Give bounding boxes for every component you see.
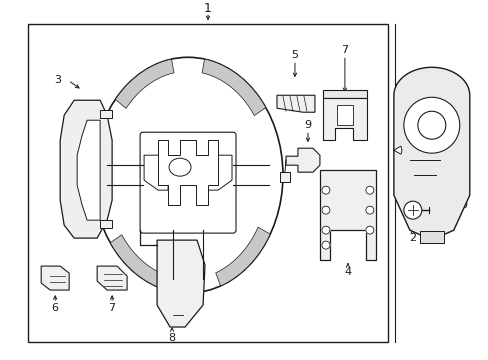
Bar	[28, 24, 387, 342]
Circle shape	[321, 241, 329, 249]
Polygon shape	[322, 98, 366, 140]
Polygon shape	[110, 235, 167, 289]
Text: 6: 6	[52, 303, 59, 313]
Polygon shape	[319, 170, 375, 260]
Text: 7: 7	[341, 45, 348, 55]
Text: 3: 3	[55, 75, 61, 85]
Text: 5: 5	[291, 50, 298, 60]
Polygon shape	[276, 95, 314, 112]
Polygon shape	[207, 155, 231, 190]
Bar	[280, 172, 289, 182]
Polygon shape	[202, 59, 265, 116]
Polygon shape	[215, 227, 270, 286]
Polygon shape	[41, 266, 69, 290]
Circle shape	[365, 226, 373, 234]
Polygon shape	[115, 59, 174, 108]
Circle shape	[321, 186, 329, 194]
Bar	[419, 231, 443, 243]
Bar	[100, 220, 112, 228]
Text: 2: 2	[408, 233, 416, 243]
Ellipse shape	[93, 57, 283, 293]
Circle shape	[321, 206, 329, 214]
Circle shape	[403, 97, 459, 153]
Polygon shape	[285, 148, 319, 172]
Polygon shape	[77, 120, 100, 220]
Wedge shape	[393, 146, 401, 154]
Polygon shape	[144, 155, 168, 190]
Polygon shape	[60, 100, 112, 238]
Text: 1: 1	[203, 2, 211, 15]
Polygon shape	[393, 67, 469, 240]
Polygon shape	[158, 140, 218, 205]
FancyBboxPatch shape	[140, 132, 236, 233]
Text: 8: 8	[168, 333, 175, 343]
Text: 4: 4	[344, 267, 351, 277]
Text: 9: 9	[304, 120, 311, 130]
Circle shape	[365, 186, 373, 194]
Circle shape	[403, 201, 421, 219]
Circle shape	[321, 226, 329, 234]
Text: 7: 7	[108, 303, 116, 313]
Circle shape	[365, 206, 373, 214]
Bar	[100, 110, 112, 118]
Polygon shape	[97, 266, 127, 290]
Text: 10: 10	[454, 200, 468, 210]
Polygon shape	[157, 240, 204, 327]
Bar	[322, 90, 366, 98]
Bar	[336, 105, 352, 125]
Ellipse shape	[169, 158, 191, 176]
